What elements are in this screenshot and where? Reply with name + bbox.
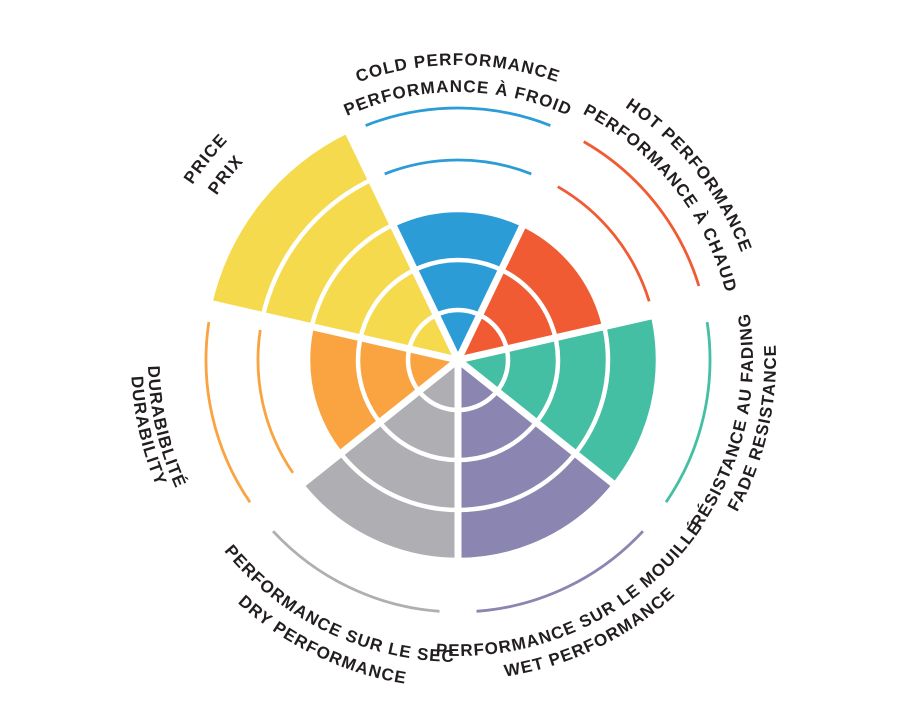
- sector-spoke-3: [455, 357, 662, 524]
- rating-arc-dry-level-5: [272, 530, 440, 613]
- rating-arc-cold-level-5: [365, 106, 551, 127]
- rating-arc-fade-level-5: [664, 321, 712, 504]
- label-wet-en: WET PERFORMANCE: [503, 583, 679, 680]
- wedge-price: [212, 132, 458, 360]
- sector-spoke-0: [342, 126, 462, 362]
- rating-arc-hot-level-5: [583, 140, 701, 287]
- sector-spoke-1: [454, 126, 574, 362]
- sector-spoke-5: [254, 357, 461, 524]
- sector-spoke-2: [457, 299, 711, 364]
- rating-arc-hot-level-4: [557, 185, 651, 302]
- wedge-durability: [308, 326, 458, 454]
- wedge-cold: [392, 209, 524, 360]
- label-cold-fr: PERFORMANCE À FROID: [341, 77, 575, 120]
- rating-arc-durability-level-4: [256, 329, 295, 474]
- rating-arc-cold-level-4: [384, 158, 532, 176]
- wedge-dry: [301, 360, 458, 560]
- wedge-wet: [458, 360, 615, 560]
- sector-spoke-6: [205, 299, 459, 364]
- rating-arc-wet-level-5: [476, 530, 644, 613]
- rating-arc-durability-level-5: [204, 321, 252, 504]
- label-hot-en: HOT PERFORMANCE: [623, 95, 756, 255]
